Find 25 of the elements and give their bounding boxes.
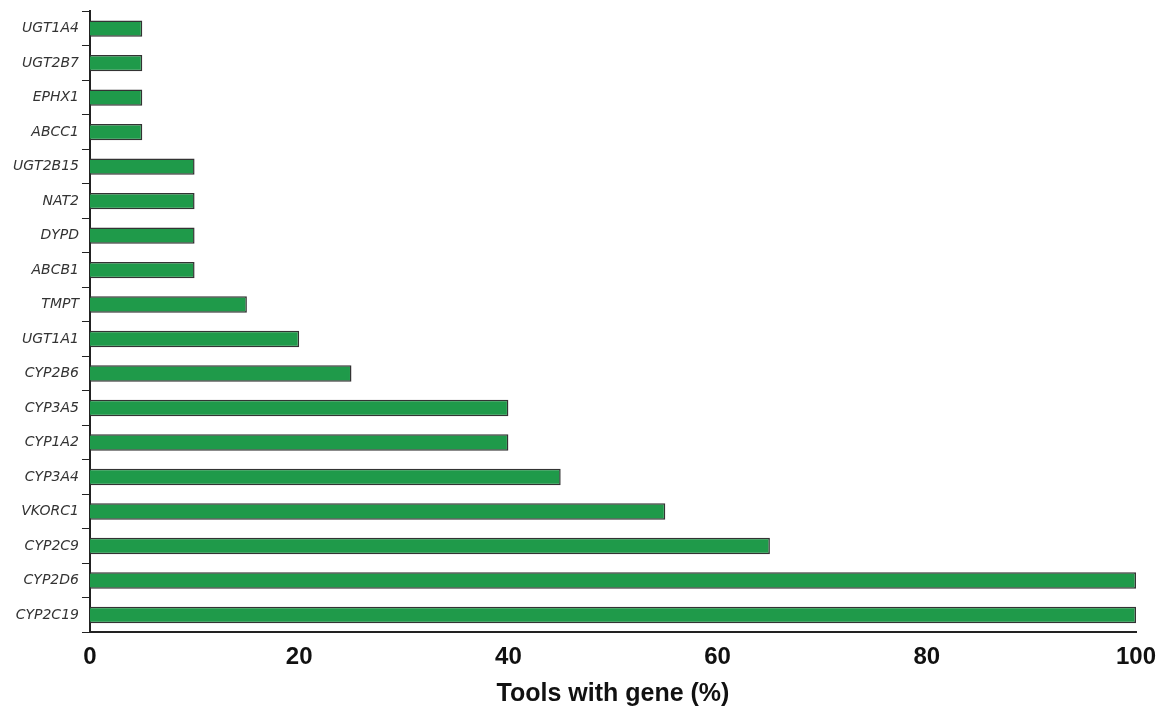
y-tick-label: UGT1A4 [21, 19, 79, 36]
y-tick-label: CYP2D6 [23, 571, 80, 588]
x-tick-label: 0 [83, 642, 97, 670]
y-tick-label: NAT2 [42, 191, 80, 208]
y-tick-label: UGT2B7 [21, 53, 80, 70]
y-tick-label: ABCB1 [30, 260, 79, 277]
y-tick-label: CYP3A4 [24, 467, 79, 484]
x-tick-label: 80 [913, 642, 941, 670]
y-tick-label: CYP1A2 [24, 433, 80, 450]
y-tick-label: CYP2B6 [24, 364, 80, 381]
y-tick-label: UGT1A1 [21, 329, 79, 346]
x-tick-label: 20 [285, 642, 313, 670]
y-tick-label: UGT2B15 [12, 157, 80, 174]
y-tick-label: DYPD [40, 226, 80, 243]
x-axis-title: Tools with gene (%) [496, 677, 730, 706]
y-tick-label: VKORC1 [21, 502, 79, 519]
y-tick-label: EPHX1 [32, 88, 79, 105]
y-tick-label: CYP3A5 [24, 398, 80, 415]
y-tick-label: CYP2C19 [15, 605, 80, 622]
y-tick-label: CYP2C9 [24, 536, 80, 553]
x-tick-label: 60 [704, 642, 731, 670]
x-tick-label: 40 [495, 642, 522, 670]
y-tick-label: TMPT [41, 295, 81, 312]
x-tick-label: 100 [1115, 642, 1157, 670]
y-tick-label: ABCC1 [30, 122, 79, 139]
